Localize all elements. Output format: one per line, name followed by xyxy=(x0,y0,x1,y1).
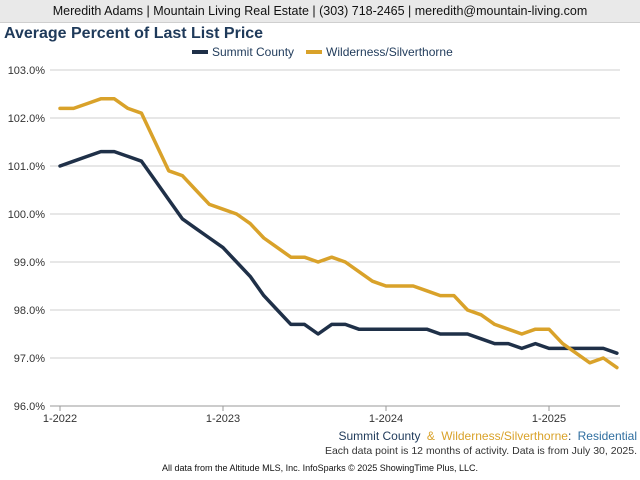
agent-contact-header: Meredith Adams | Mountain Living Real Es… xyxy=(0,0,640,23)
legend-item-wilderness: Wilderness/Silverthorne xyxy=(306,45,453,59)
y-tick-label: 100.0% xyxy=(8,209,46,221)
legend-label-summit: Summit County xyxy=(212,45,295,59)
line-chart: 96.0% 97.0% 98.0% 99.0% 100.0% 101.0% 102.0% 10… xyxy=(8,65,620,425)
caption-ampersand: & xyxy=(426,429,435,443)
chart-caption: Summit County & Wilderness/Silverthorne:… xyxy=(338,429,637,443)
caption-summit: Summit County xyxy=(338,429,421,443)
legend-label-wilderness: Wilderness/Silverthorne xyxy=(326,45,453,59)
x-tick-label: 1-2022 xyxy=(43,413,77,425)
caption-wilderness: Wilderness/Silverthorne xyxy=(441,429,568,443)
legend-swatch-summit xyxy=(192,50,208,54)
y-tick-label: 98.0% xyxy=(14,305,45,317)
x-tick-label: 1-2023 xyxy=(206,413,240,425)
series-line-wilderness-silverthorne xyxy=(58,97,619,370)
y-tick-label: 102.0% xyxy=(8,113,46,125)
y-tick-label: 96.0% xyxy=(14,401,45,413)
legend-swatch-wilderness xyxy=(306,50,323,54)
y-tick-label: 103.0% xyxy=(8,65,46,77)
y-tick-label: 101.0% xyxy=(8,161,46,173)
legend-item-summit: Summit County xyxy=(192,45,294,59)
x-tick-label: 1-2024 xyxy=(369,413,403,425)
y-tick-label: 99.0% xyxy=(14,257,45,269)
chart-title: Average Percent of Last List Price xyxy=(4,25,264,42)
data-source-footer: All data from the Altitude MLS, Inc. Inf… xyxy=(162,463,478,473)
series-line-summit-county xyxy=(58,149,619,355)
x-tick-label: 1-2025 xyxy=(532,413,566,425)
y-tick-label: 97.0% xyxy=(14,353,45,365)
chart-legend: Summit County Wilderness/Silverthorne xyxy=(192,44,465,60)
data-note: Each data point is 12 months of activity… xyxy=(324,445,637,457)
caption-segment: Residential xyxy=(577,429,637,443)
caption-colon: : xyxy=(567,429,572,443)
